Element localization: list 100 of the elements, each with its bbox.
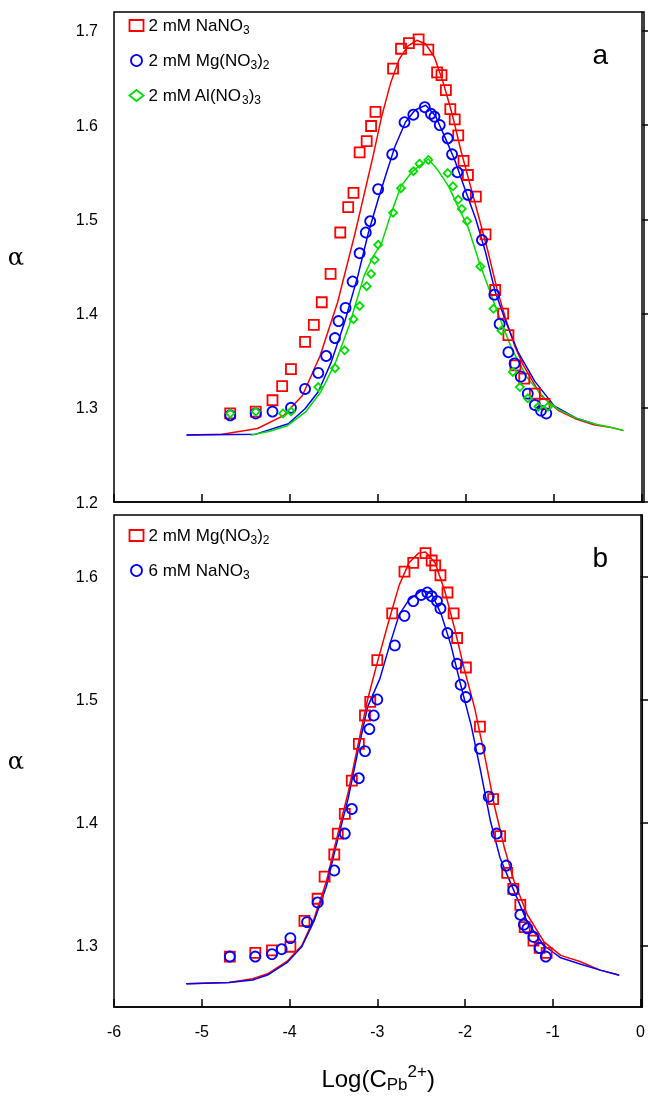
point: [339, 301, 352, 314]
point: [423, 155, 434, 165]
point: [488, 303, 499, 314]
x-tick-label: -1: [545, 1022, 560, 1040]
point: [514, 382, 525, 392]
point: [353, 146, 366, 159]
point: [434, 602, 447, 615]
point: [348, 314, 359, 325]
point: [493, 318, 506, 330]
point: [345, 774, 358, 787]
point: [429, 559, 442, 572]
point: [371, 654, 384, 667]
point: [313, 382, 324, 392]
point: [364, 215, 377, 228]
point: [500, 859, 513, 872]
point: [266, 948, 278, 961]
point: [367, 709, 380, 722]
point: [398, 116, 411, 129]
point: [462, 216, 472, 227]
point: [249, 950, 262, 963]
point: [284, 940, 297, 953]
point: [451, 166, 464, 179]
point: [386, 607, 399, 620]
point: [331, 827, 344, 840]
point: [403, 37, 415, 49]
x-tick-label: -6: [106, 1022, 122, 1040]
point: [299, 335, 311, 348]
point: [446, 148, 458, 161]
point: [285, 401, 297, 414]
y-axis-title: α: [7, 243, 24, 271]
point: [489, 284, 502, 296]
point: [421, 586, 434, 599]
point: [284, 932, 297, 945]
x-tick-label: -2: [457, 1022, 473, 1040]
point: [425, 590, 438, 603]
point: [457, 154, 470, 167]
point: [522, 393, 533, 404]
point: [533, 401, 544, 412]
point: [366, 269, 376, 279]
point: [418, 101, 431, 114]
point: [307, 318, 320, 331]
point: [339, 345, 350, 356]
point: [354, 301, 365, 311]
point: [266, 394, 279, 407]
point: [501, 867, 514, 879]
point: [441, 586, 454, 599]
annotation: b: [592, 541, 609, 573]
point: [369, 254, 380, 265]
y-tick-label: 1.5: [75, 210, 99, 228]
point: [364, 696, 377, 708]
point: [453, 194, 464, 205]
point: [359, 709, 371, 722]
point: [347, 187, 360, 199]
point: [488, 288, 501, 301]
point: [414, 158, 425, 169]
point: [474, 742, 486, 755]
point: [329, 332, 341, 344]
point: [387, 62, 399, 75]
point: [431, 66, 444, 79]
point: [441, 132, 454, 145]
point: [535, 404, 547, 417]
point: [490, 827, 503, 840]
point: [318, 870, 331, 883]
point: [338, 807, 351, 820]
point: [276, 380, 289, 392]
point: [332, 315, 345, 327]
point: [371, 693, 384, 706]
point: [311, 896, 324, 909]
point: [487, 793, 500, 806]
point: [412, 33, 425, 46]
point: [407, 595, 420, 607]
point: [278, 408, 288, 419]
point: [360, 135, 373, 147]
point: [441, 627, 454, 639]
point: [328, 864, 341, 877]
point: [425, 554, 438, 567]
point: [479, 228, 492, 241]
point: [474, 720, 486, 733]
point: [444, 103, 457, 115]
point: [342, 201, 355, 213]
point: [361, 281, 372, 292]
point: [518, 372, 531, 385]
y-tick-label: 1.6: [75, 116, 99, 134]
point: [462, 169, 474, 181]
point: [469, 190, 482, 203]
x-tick-label: -5: [194, 1022, 209, 1040]
point: [476, 234, 488, 246]
point: [398, 609, 411, 622]
point: [428, 110, 441, 123]
point: [451, 632, 464, 644]
point: [433, 119, 446, 131]
point: [528, 387, 541, 400]
point: [346, 275, 359, 288]
point: [275, 943, 288, 956]
point: [320, 350, 333, 362]
point: [334, 226, 347, 239]
y-tick-label: 1.3: [75, 937, 99, 954]
x-tick-label: -3: [370, 1022, 385, 1040]
point: [299, 383, 311, 395]
point: [425, 107, 437, 120]
